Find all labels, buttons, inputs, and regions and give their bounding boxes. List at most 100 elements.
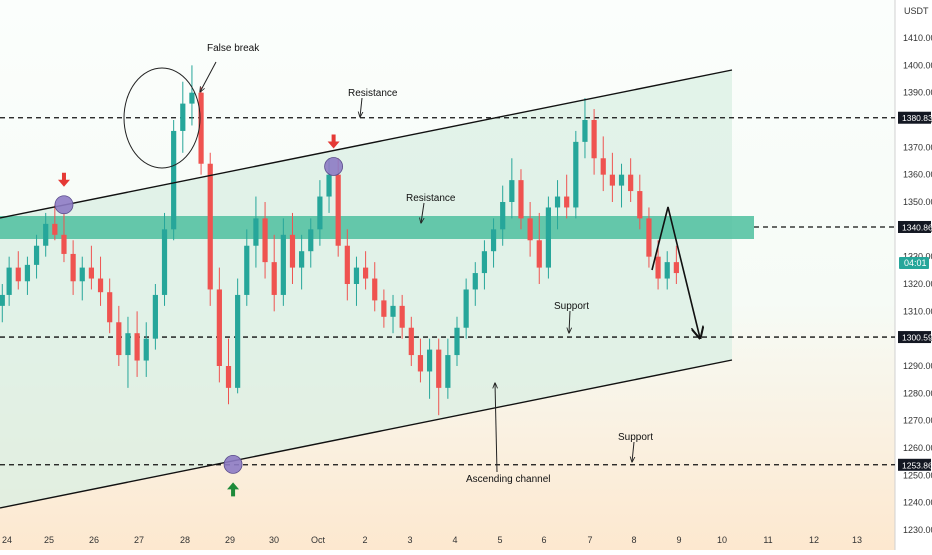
candle-body-72 [655,256,661,279]
candle-body-3 [24,264,31,282]
candle-body-24 [216,289,222,366]
false-break-circle [123,67,201,169]
candle-body-58 [527,218,533,241]
candle-body-52 [472,273,478,290]
x-tick-label: 24 [2,535,12,545]
y-tick-label: 1240.00 [903,498,932,508]
candle-body-54 [490,229,497,252]
last-price-label: 04:01 [904,258,927,268]
candle-body-4 [33,245,40,265]
candle-body-1 [6,267,12,295]
annotation-support-1: Support [554,301,589,312]
candle-body-17 [152,294,158,339]
candle-body-18 [161,229,168,295]
y-tick-label: 1350.00 [903,197,932,207]
candle-body-21 [189,92,195,104]
candle-body-36 [326,174,332,197]
candle-body-74 [673,262,679,274]
x-tick-label: 3 [407,535,412,545]
candle-body-70 [637,191,643,219]
arrow-up-icon-1 [227,482,240,497]
resistance-pointer-2 [421,202,424,223]
annotation-ascending-channel: Ascending channel [466,474,551,485]
x-tick-label: 7 [587,535,592,545]
x-tick-label: 9 [676,535,681,545]
candle-body-46 [417,355,424,372]
support-pointer-2 [632,441,634,462]
y-tick-label: 1410.00 [903,33,932,43]
candle-body-16 [143,338,149,361]
touch-point-marker-1 [223,454,243,474]
annotation-resistance-1: Resistance [348,88,398,99]
price-level-badge-0 [898,111,931,124]
candle-body-57 [518,180,524,219]
candle-body-20 [180,103,186,131]
y-tick-label: 1320.00 [903,279,932,289]
last-price-badge [899,257,929,269]
candle-body-27 [244,245,250,295]
candle-body-62 [564,196,570,208]
candle-body-10 [88,267,94,279]
y-tick-label: 1400.00 [903,60,932,70]
candle-body-65 [591,120,597,159]
candle-body-11 [97,278,104,293]
candle-body-15 [134,333,140,361]
y-tick-label: 1250.00 [903,470,932,480]
price-level-badge-1 [898,220,931,233]
y-tick-label: 1290.00 [903,361,932,371]
candle-body-60 [545,207,551,268]
resistance-zone [0,216,754,239]
price-level-label-2: 1300.59 [902,333,932,343]
touch-point-marker-0 [54,195,74,215]
candle-body-56 [509,180,515,202]
candle-body-55 [500,202,506,230]
candle-body-47 [426,349,433,372]
candle-body-14 [125,333,131,356]
y-tick-label: 1390.00 [903,88,932,98]
annotation-support-2: Support [618,432,653,443]
price-level-badge-2 [898,331,931,344]
x-tick-label: 27 [134,535,144,545]
candle-body-5 [43,223,49,246]
candle-body-32 [289,234,296,268]
candle-body-49 [445,355,451,388]
price-level-label-1: 1340.86 [902,222,932,232]
price-level-label-3: 1253.86 [902,460,932,470]
price-level-badge-3 [898,458,931,471]
candle-body-43 [390,305,396,317]
candle-body-71 [646,218,652,257]
candle-body-22 [198,92,204,164]
x-tick-label: 12 [809,535,819,545]
x-tick-label: 5 [497,535,502,545]
candle-body-12 [107,292,113,323]
candle-body-69 [628,174,634,192]
candle-body-63 [573,141,579,208]
candle-body-68 [618,174,625,186]
candle-body-66 [600,158,606,175]
candle-body-45 [408,327,414,356]
x-tick-label: 13 [852,535,862,545]
x-tick-label: 8 [631,535,636,545]
candle-body-59 [536,240,542,268]
candle-body-73 [664,262,670,279]
candle-body-51 [463,289,469,328]
candle-body-42 [381,300,387,317]
x-tick-label: 4 [452,535,457,545]
candle-body-19 [171,130,177,230]
candle-body-25 [225,366,232,388]
y-tick-label: 1260.00 [903,443,932,453]
x-tick-label: Oct [311,535,326,545]
arrow-down-icon-2 [327,134,340,149]
candle-body-37 [335,174,341,246]
channel-upper-line [0,69,733,219]
candle-body-0 [0,294,5,306]
support-pointer-1 [569,310,570,333]
candle-body-30 [271,262,277,295]
resistance-pointer-1 [360,97,362,117]
y-tick-label: 1310.00 [903,306,932,316]
candle-body-33 [299,251,305,268]
candle-body-64 [582,120,588,142]
candle-body-2 [15,267,21,282]
candle-body-28 [253,218,259,246]
